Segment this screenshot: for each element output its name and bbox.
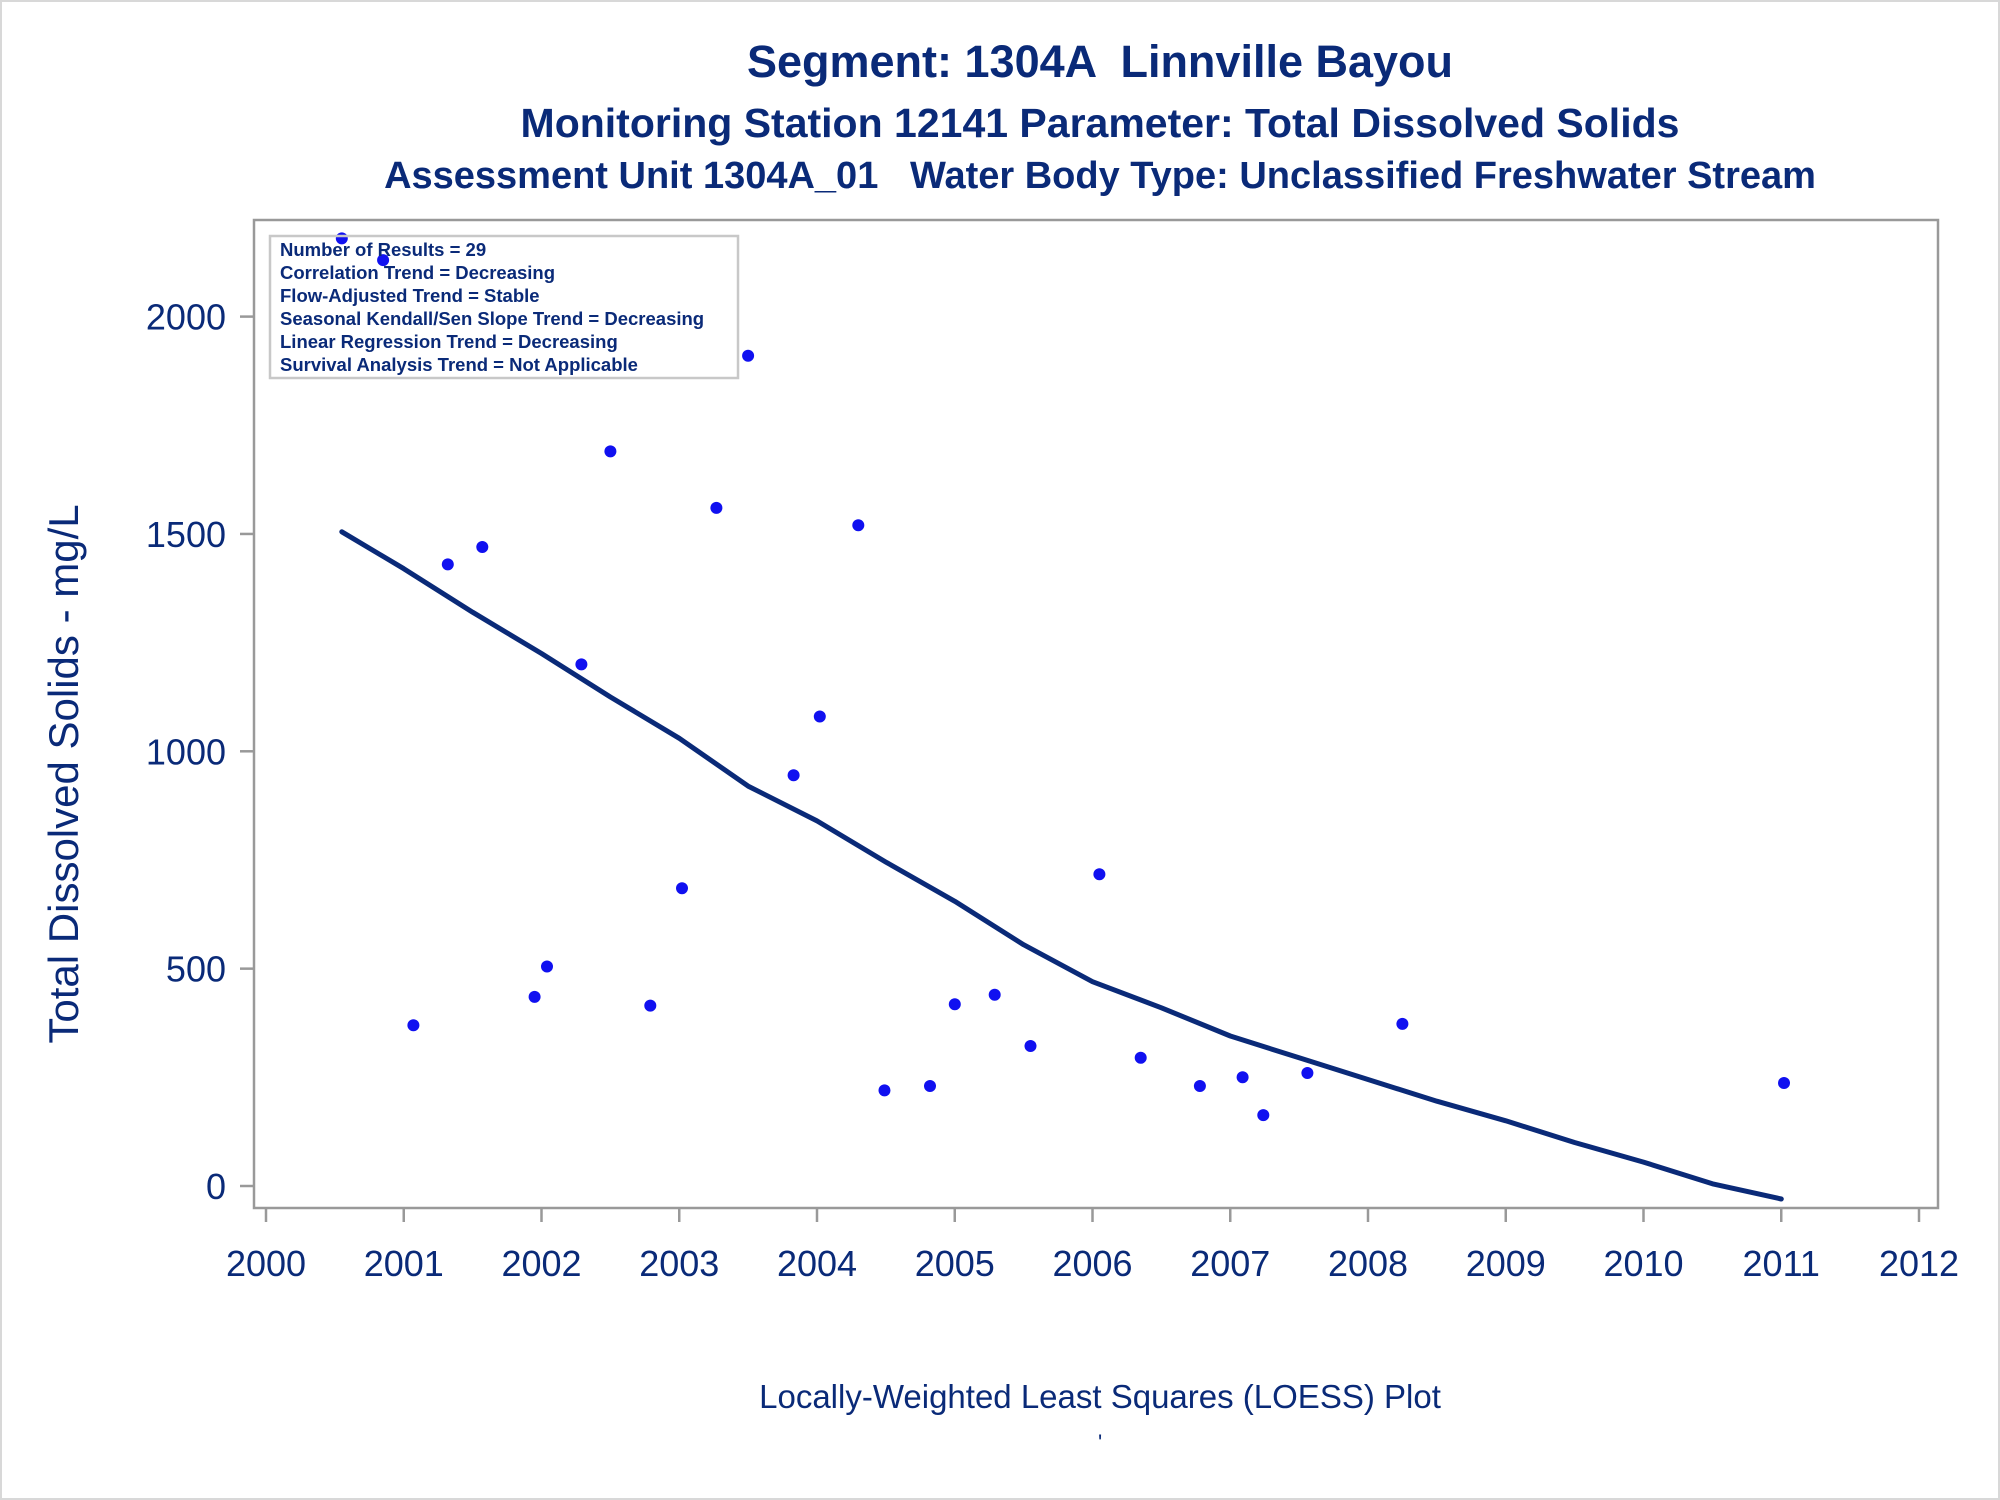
data-point xyxy=(787,769,800,782)
y-tick-label: 500 xyxy=(166,949,226,990)
data-point xyxy=(604,445,617,458)
data-point xyxy=(575,658,588,671)
x-tick-label: 2011 xyxy=(1743,1243,1820,1284)
data-point xyxy=(1093,868,1106,881)
y-axis-title: Total Dissolved Solids - mg/L xyxy=(40,504,87,1043)
data-point xyxy=(528,990,541,1003)
y-tick-label: 0 xyxy=(206,1166,226,1207)
data-point xyxy=(676,882,688,895)
y-axis: 0 500 1000 1500 2000 xyxy=(146,297,254,1207)
data-point xyxy=(1257,1109,1270,1122)
legend-entry: Correlation Trend = Decreasing xyxy=(280,262,555,283)
x-tick-label: 2002 xyxy=(501,1243,581,1284)
data-point xyxy=(878,1084,891,1097)
y-tick-label: 1000 xyxy=(146,731,226,772)
data-point xyxy=(813,710,826,723)
footnote-mark: ' xyxy=(1098,1430,1103,1455)
data-point xyxy=(852,519,865,532)
data-point xyxy=(924,1080,936,1092)
data-point xyxy=(377,254,390,267)
chart-title: Segment: 1304A Linnville Bayou xyxy=(746,36,1454,87)
legend-entry: Seasonal Kendall/Sen Slope Trend = Decre… xyxy=(280,308,704,329)
y-tick-label: 1500 xyxy=(146,514,226,555)
chart-subtitle-assessment: Assessment Unit 1304A_01 Water Body Type… xyxy=(384,155,1816,197)
x-tick-label: 2010 xyxy=(1603,1243,1683,1284)
x-tick-label: 2004 xyxy=(777,1243,857,1284)
data-point xyxy=(948,998,961,1011)
x-tick-label: 2009 xyxy=(1466,1243,1546,1284)
data-point xyxy=(541,960,553,973)
legend-frame xyxy=(268,234,740,380)
data-point xyxy=(1236,1071,1249,1084)
x-tick-label: 2008 xyxy=(1328,1243,1408,1284)
x-tick-label: 2000 xyxy=(226,1243,306,1284)
data-point xyxy=(407,1019,420,1032)
chart-subtitle-station: Monitoring Station 12141 Parameter: Tota… xyxy=(520,100,1680,146)
x-tick-label: 2003 xyxy=(639,1243,719,1284)
data-point xyxy=(742,349,755,362)
plot-area xyxy=(252,218,1940,1210)
data-point xyxy=(1193,1080,1206,1092)
data-point xyxy=(1024,1040,1037,1052)
legend-entry: Survival Analysis Trend = Not Applicable xyxy=(280,354,638,375)
data-point xyxy=(1396,1017,1409,1030)
loess-trend-line xyxy=(339,529,1784,1202)
legend-entry: Number of Results = 29 xyxy=(280,239,486,260)
x-tick-label: 2001 xyxy=(364,1243,444,1284)
x-axis: 2000 2001 2002 2003 2004 2005 2006 2007 2008 2009… xyxy=(226,1208,1959,1284)
x-tick-label: 2006 xyxy=(1052,1243,1132,1284)
data-point xyxy=(1134,1051,1147,1064)
data-point xyxy=(988,988,1001,1001)
data-point xyxy=(644,999,657,1012)
data-point xyxy=(476,541,489,553)
data-point xyxy=(1778,1077,1790,1089)
legend-entry: Flow-Adjusted Trend = Stable xyxy=(280,285,540,306)
y-tick-label: 2000 xyxy=(146,297,226,338)
plot-footnote: Locally-Weighted Least Squares (LOESS) P… xyxy=(759,1378,1441,1415)
x-tick-label: 2007 xyxy=(1190,1243,1270,1284)
data-point xyxy=(1301,1067,1314,1079)
legend-entry: Linear Regression Trend = Decreasing xyxy=(280,331,618,352)
x-tick-label: 2012 xyxy=(1879,1243,1959,1284)
data-point xyxy=(710,501,723,514)
x-tick-label: 2005 xyxy=(915,1243,995,1284)
data-point xyxy=(441,558,454,571)
